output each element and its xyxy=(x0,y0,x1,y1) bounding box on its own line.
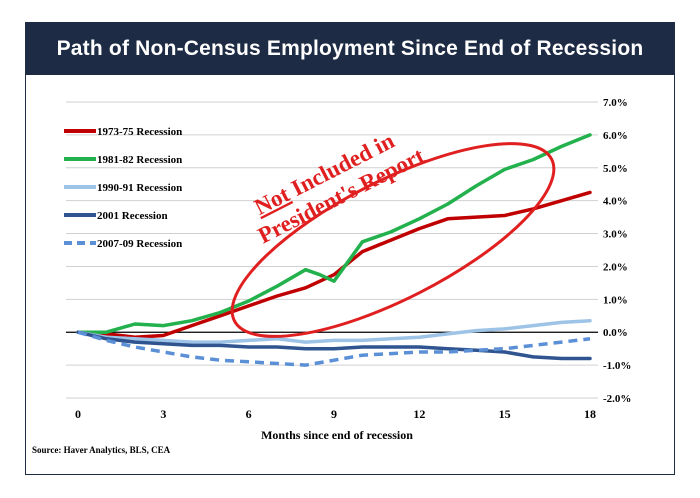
series-line-1973-75 xyxy=(76,190,592,339)
x-tick-label: 15 xyxy=(499,407,511,421)
x-tick-label: 12 xyxy=(413,407,425,421)
y-tick-label: 4.0% xyxy=(603,196,628,208)
y-tick-label: 5.0% xyxy=(603,163,628,175)
series-line-1990-91 xyxy=(76,318,592,344)
legend: 1973-75 Recession 1981-82 Recession 1990-9… xyxy=(64,126,182,250)
y-axis-tick-labels: -2.0% -1.0% 0.0% 1.0% 2.0% 3.0% 4.0% 5.0% 6.0% 7.… xyxy=(603,97,631,405)
series-line-2007-09 xyxy=(77,330,591,367)
source-note: Source: Haver Analytics, BLS, CEA xyxy=(32,445,171,455)
legend-label: 1973-75 Recession xyxy=(97,126,182,138)
legend-label: 1990-91 Recession xyxy=(97,182,182,194)
x-tick-label: 6 xyxy=(246,407,252,421)
legend-label: 2001 Recession xyxy=(97,210,168,222)
x-tick-label: 3 xyxy=(160,407,166,421)
x-tick-label: 9 xyxy=(331,407,337,421)
series-line-1981-82 xyxy=(76,133,592,334)
series-line-2001 xyxy=(76,330,592,361)
legend-item: 1973-75 Recession xyxy=(64,126,182,138)
y-tick-label: -1.0% xyxy=(603,360,631,372)
y-tick-label: -2.0% xyxy=(603,393,631,405)
x-axis-tick-labels: 0 3 6 9 12 15 18 xyxy=(75,407,596,421)
x-tick-label: 18 xyxy=(584,407,596,421)
chart-title: Path of Non-Census Employment Since End … xyxy=(26,23,674,75)
legend-item: 1990-91 Recession xyxy=(64,182,182,194)
annotation-ellipse xyxy=(230,142,556,338)
legend-item: 2001 Recession xyxy=(64,210,168,222)
y-tick-label: 1.0% xyxy=(603,294,628,306)
y-tick-label: 3.0% xyxy=(603,229,628,241)
y-tick-label: 6.0% xyxy=(603,130,628,142)
y-tick-label: 2.0% xyxy=(603,261,628,273)
legend-item: 2007-09 Recession xyxy=(64,238,182,250)
y-tick-label: 7.0% xyxy=(603,97,628,109)
legend-item: 1981-82 Recession xyxy=(64,154,182,166)
legend-label: 1981-82 Recession xyxy=(97,154,182,166)
legend-label: 2007-09 Recession xyxy=(97,238,182,250)
chart-frame: Path of Non-Census Employment Since End … xyxy=(25,22,675,475)
gridlines xyxy=(66,101,598,399)
x-tick-label: 0 xyxy=(75,407,81,421)
series-lines xyxy=(76,133,592,367)
x-axis-label: Months since end of recession xyxy=(261,428,413,442)
y-tick-label: 0.0% xyxy=(603,327,628,339)
